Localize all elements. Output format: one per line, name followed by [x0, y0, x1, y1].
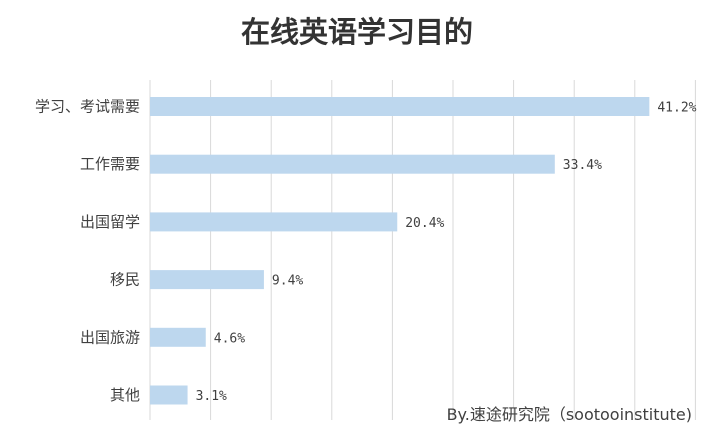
chart-title: 在线英语学习目的	[241, 15, 473, 49]
bar-5	[150, 385, 188, 405]
labels: 学习、考试需要 41.2% 工作需要 33.4% 出国留学 20.4% 移民 9.4% 出国旅游…	[35, 98, 697, 405]
gridlines	[149, 80, 696, 420]
category-label-0: 学习、考试需要	[35, 98, 140, 116]
data-label-1: 33.4%	[563, 158, 602, 173]
bar-0	[150, 97, 650, 116]
category-label-4: 出国旅游	[80, 328, 140, 346]
source-credit: By.速途研究院（sootooinstitute)	[447, 405, 692, 424]
data-label-3: 9.4%	[272, 274, 303, 289]
bars	[150, 97, 650, 405]
category-label-3: 移民	[110, 271, 140, 289]
data-label-2: 20.4%	[405, 216, 444, 231]
data-label-5: 3.1%	[196, 389, 227, 404]
bar-3	[150, 270, 264, 290]
category-label-2: 出国留学	[80, 213, 140, 231]
bar-1	[150, 154, 555, 174]
category-label-1: 工作需要	[80, 155, 140, 173]
data-label-4: 4.6%	[214, 331, 245, 346]
bar-2	[150, 212, 398, 232]
category-label-5: 其他	[110, 386, 140, 404]
data-label-0: 41.2%	[657, 101, 696, 116]
bar-4	[150, 327, 206, 347]
